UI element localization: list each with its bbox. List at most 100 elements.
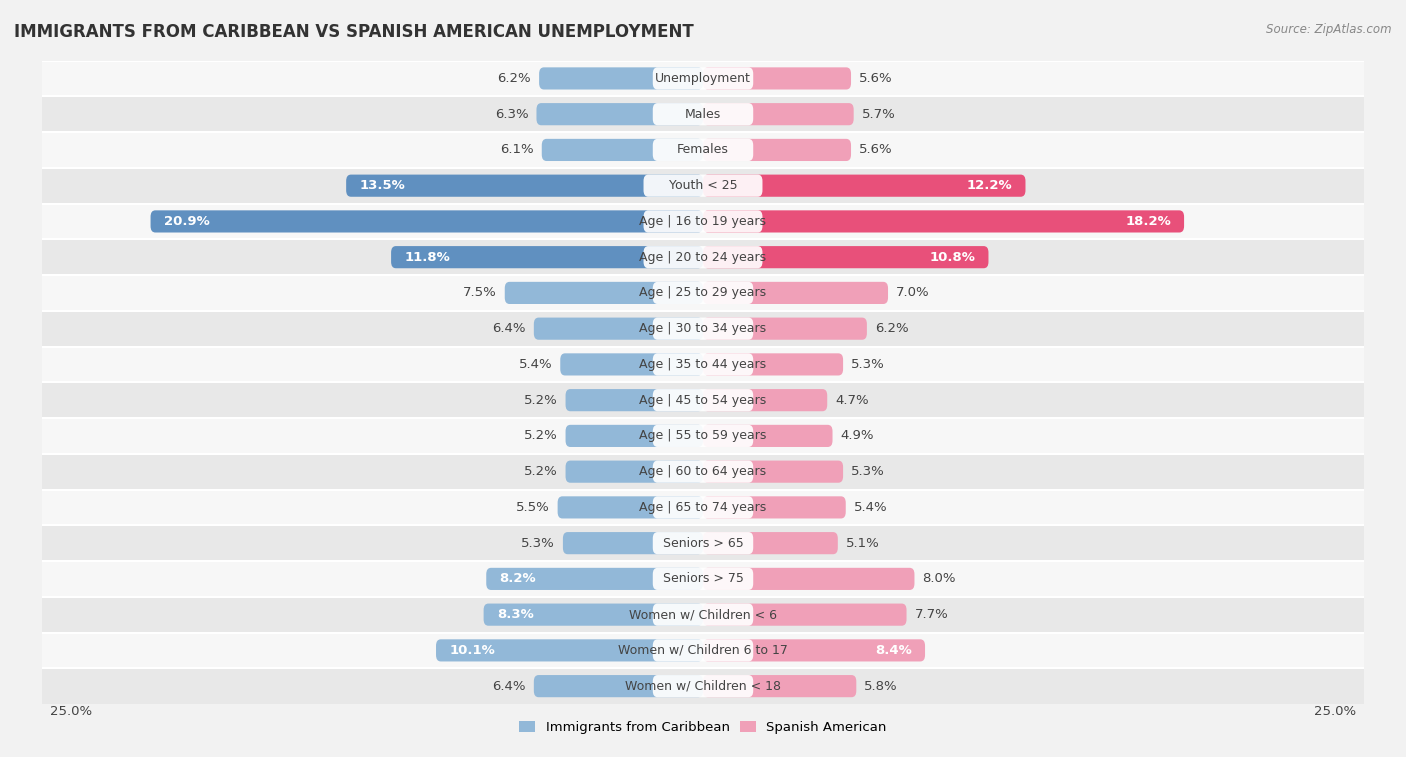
Text: Age | 65 to 74 years: Age | 65 to 74 years <box>640 501 766 514</box>
Text: Source: ZipAtlas.com: Source: ZipAtlas.com <box>1267 23 1392 36</box>
Bar <box>42 633 1364 668</box>
Text: 8.3%: 8.3% <box>496 608 533 621</box>
FancyBboxPatch shape <box>652 497 754 519</box>
FancyBboxPatch shape <box>703 67 851 89</box>
Text: Seniors > 75: Seniors > 75 <box>662 572 744 585</box>
FancyBboxPatch shape <box>484 603 703 626</box>
Text: 5.3%: 5.3% <box>522 537 555 550</box>
FancyBboxPatch shape <box>644 246 762 268</box>
Text: Age | 20 to 24 years: Age | 20 to 24 years <box>640 251 766 263</box>
Text: 5.2%: 5.2% <box>524 394 558 407</box>
Bar <box>42 561 1364 597</box>
FancyBboxPatch shape <box>644 175 762 197</box>
FancyBboxPatch shape <box>652 532 754 554</box>
FancyBboxPatch shape <box>652 640 754 662</box>
Bar <box>42 96 1364 132</box>
Text: Youth < 25: Youth < 25 <box>669 179 737 192</box>
Text: 10.1%: 10.1% <box>450 644 495 657</box>
Text: 5.6%: 5.6% <box>859 143 893 157</box>
Text: 5.2%: 5.2% <box>524 465 558 478</box>
FancyBboxPatch shape <box>703 282 889 304</box>
FancyBboxPatch shape <box>652 354 754 375</box>
FancyBboxPatch shape <box>652 67 754 89</box>
FancyBboxPatch shape <box>703 640 925 662</box>
FancyBboxPatch shape <box>703 210 1184 232</box>
FancyBboxPatch shape <box>703 425 832 447</box>
Text: 6.1%: 6.1% <box>501 143 534 157</box>
FancyBboxPatch shape <box>652 675 754 697</box>
Bar <box>42 382 1364 418</box>
FancyBboxPatch shape <box>703 175 1025 197</box>
Text: 5.1%: 5.1% <box>846 537 880 550</box>
Text: 11.8%: 11.8% <box>405 251 450 263</box>
Bar <box>42 204 1364 239</box>
Bar <box>42 453 1364 490</box>
Text: Age | 30 to 34 years: Age | 30 to 34 years <box>640 322 766 335</box>
Text: 5.8%: 5.8% <box>865 680 898 693</box>
FancyBboxPatch shape <box>652 103 754 125</box>
Text: 5.6%: 5.6% <box>859 72 893 85</box>
Text: Males: Males <box>685 107 721 120</box>
FancyBboxPatch shape <box>703 389 827 411</box>
FancyBboxPatch shape <box>652 460 754 483</box>
Text: 5.3%: 5.3% <box>851 358 884 371</box>
Text: 18.2%: 18.2% <box>1125 215 1171 228</box>
FancyBboxPatch shape <box>558 497 703 519</box>
FancyBboxPatch shape <box>538 67 703 89</box>
Text: 5.4%: 5.4% <box>519 358 553 371</box>
Bar <box>42 597 1364 633</box>
Bar <box>42 311 1364 347</box>
Text: 6.3%: 6.3% <box>495 107 529 120</box>
Bar <box>42 347 1364 382</box>
Text: 8.0%: 8.0% <box>922 572 956 585</box>
Text: 6.4%: 6.4% <box>492 322 526 335</box>
Bar <box>42 668 1364 704</box>
Text: 12.2%: 12.2% <box>967 179 1012 192</box>
FancyBboxPatch shape <box>703 603 907 626</box>
Text: Women w/ Children < 18: Women w/ Children < 18 <box>626 680 780 693</box>
Bar <box>42 61 1364 96</box>
FancyBboxPatch shape <box>703 568 914 590</box>
Text: 10.8%: 10.8% <box>929 251 976 263</box>
Text: Age | 45 to 54 years: Age | 45 to 54 years <box>640 394 766 407</box>
Text: Age | 16 to 19 years: Age | 16 to 19 years <box>640 215 766 228</box>
FancyBboxPatch shape <box>652 318 754 340</box>
Text: Age | 25 to 29 years: Age | 25 to 29 years <box>640 286 766 300</box>
FancyBboxPatch shape <box>541 139 703 161</box>
FancyBboxPatch shape <box>703 460 844 483</box>
Bar <box>42 239 1364 275</box>
Text: 8.2%: 8.2% <box>499 572 536 585</box>
Text: Age | 60 to 64 years: Age | 60 to 64 years <box>640 465 766 478</box>
Text: 13.5%: 13.5% <box>360 179 405 192</box>
Text: 5.4%: 5.4% <box>853 501 887 514</box>
FancyBboxPatch shape <box>703 103 853 125</box>
Bar <box>42 132 1364 168</box>
FancyBboxPatch shape <box>565 389 703 411</box>
Text: 6.2%: 6.2% <box>875 322 908 335</box>
FancyBboxPatch shape <box>436 640 703 662</box>
Text: 6.4%: 6.4% <box>492 680 526 693</box>
Text: Unemployment: Unemployment <box>655 72 751 85</box>
Text: 20.9%: 20.9% <box>163 215 209 228</box>
Text: Age | 35 to 44 years: Age | 35 to 44 years <box>640 358 766 371</box>
Bar <box>42 418 1364 453</box>
FancyBboxPatch shape <box>505 282 703 304</box>
Text: Women w/ Children < 6: Women w/ Children < 6 <box>628 608 778 621</box>
Bar <box>42 168 1364 204</box>
FancyBboxPatch shape <box>346 175 703 197</box>
FancyBboxPatch shape <box>703 532 838 554</box>
FancyBboxPatch shape <box>652 389 754 411</box>
FancyBboxPatch shape <box>486 568 703 590</box>
FancyBboxPatch shape <box>534 675 703 697</box>
Bar <box>42 525 1364 561</box>
Text: Age | 55 to 59 years: Age | 55 to 59 years <box>640 429 766 442</box>
FancyBboxPatch shape <box>703 246 988 268</box>
FancyBboxPatch shape <box>652 568 754 590</box>
FancyBboxPatch shape <box>652 603 754 626</box>
Text: 4.7%: 4.7% <box>835 394 869 407</box>
FancyBboxPatch shape <box>560 354 703 375</box>
FancyBboxPatch shape <box>565 460 703 483</box>
FancyBboxPatch shape <box>652 139 754 161</box>
Text: 6.2%: 6.2% <box>498 72 531 85</box>
FancyBboxPatch shape <box>652 282 754 304</box>
